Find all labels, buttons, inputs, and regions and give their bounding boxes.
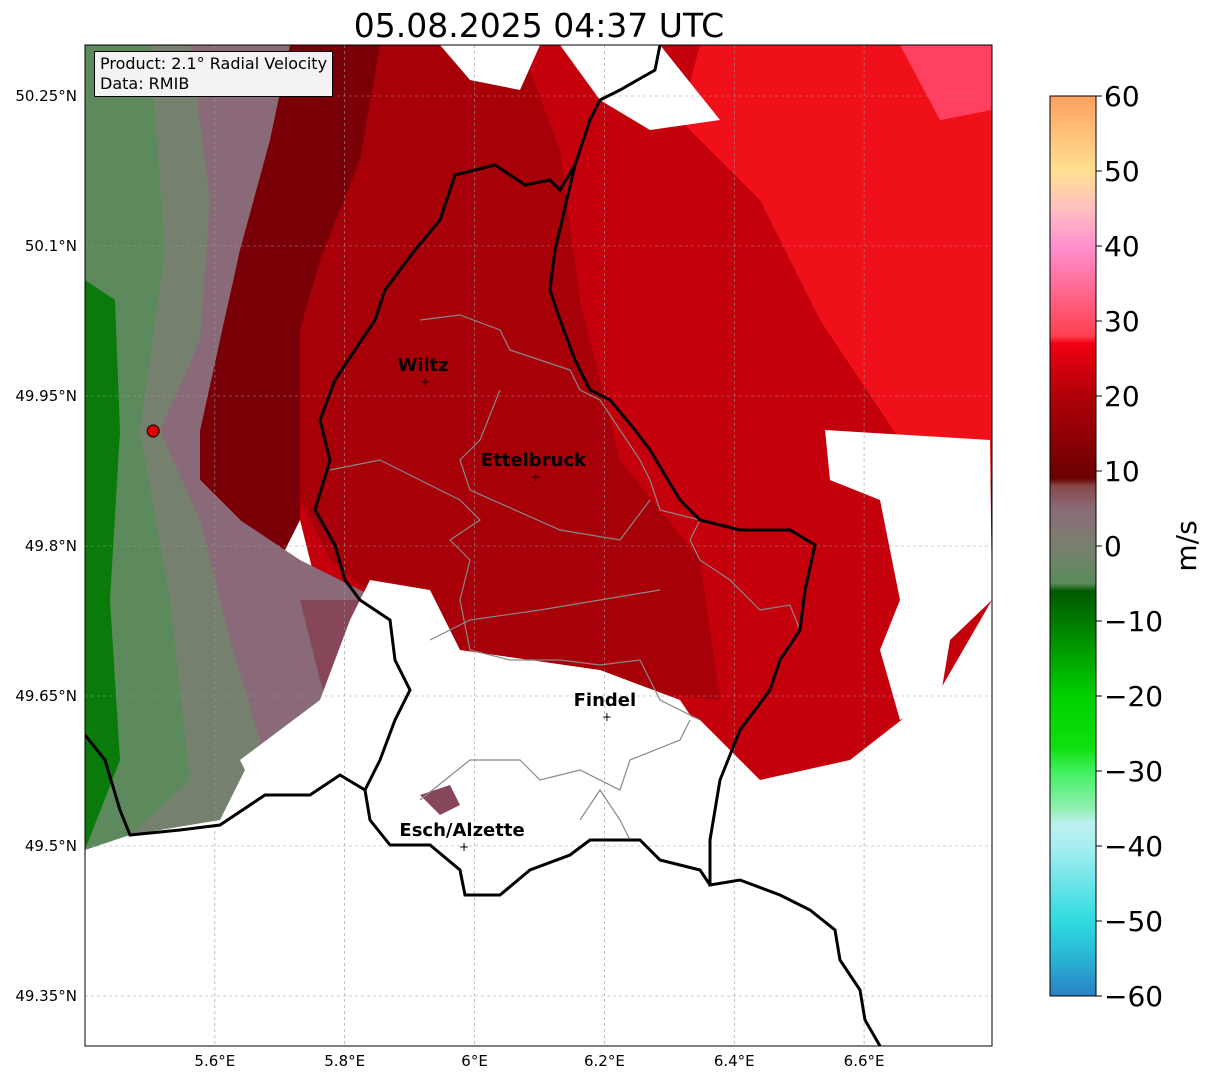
lon-tick-label: 6°E [461,1052,488,1070]
city-label: Esch/Alzette [399,820,524,841]
lat-tick-label: 49.8°N [25,537,77,555]
lon-tick-label: 5.6°E [194,1052,235,1070]
lat-tick-label: 49.95°N [15,387,77,405]
city-marker: + [602,710,612,724]
colorbar-tick-label: −30 [1104,755,1163,788]
cities: +Wiltz+Ettelbruck+Findel+Esch/Alzette [397,355,636,854]
colorbar-tick-label: 50 [1104,155,1140,188]
colorbar-tick-label: −40 [1104,830,1163,863]
lat-tick-label: 50.25°N [15,87,77,105]
axis-ticks: 5.6°E 5.8°E 6°E 6.2°E 6.4°E 6.6°E 50.25°N 50.1°… [15,87,884,1070]
city-marker: + [459,840,469,854]
radar-site-marker [146,424,160,438]
colorbar-tick-label: 40 [1104,230,1140,263]
colorbar-tick-label: 30 [1104,305,1140,338]
lon-tick-label: 5.8°E [324,1052,365,1070]
internal-boundaries [419,314,801,631]
lon-tick-label: 6.2°E [584,1052,625,1070]
colorbar-ticks: 60 50 40 30 20 10 0 −10 −20 −30 −40 −50 −60 [1096,80,1163,1013]
colorbar-tick-label: 20 [1104,380,1140,413]
city-label: Wiltz [397,355,448,376]
map-title: 05.08.2025 04:37 UTC [354,6,724,45]
lat-tick-label: 49.5°N [25,837,77,855]
data-source-text: Data: RMIB [100,74,190,93]
colorbar-tick-label: 10 [1104,455,1140,488]
lon-tick-label: 6.6°E [844,1052,885,1070]
lon-tick-label: 6.4°E [714,1052,755,1070]
city-label: Ettelbruck [481,450,587,471]
colorbar-tick-label: −10 [1104,605,1163,638]
gridlines [85,45,992,1046]
lat-tick-label: 49.65°N [15,687,77,705]
city-marker: + [530,470,540,484]
country-border [85,45,662,837]
product-text: Product: 2.1° Radial Velocity [100,54,328,73]
city-label: Findel [574,690,637,711]
city-marker: + [420,375,430,389]
lat-tick-label: 49.35°N [15,987,77,1005]
lat-tick-label: 50.1°N [25,237,77,255]
info-box: Product: 2.1° Radial Velocity Data: RMIB [94,51,334,97]
map-frame [84,44,993,1047]
radar-field [85,45,992,1046]
colorbar-tick-label: −20 [1104,680,1163,713]
colorbar-tick-label: −60 [1104,980,1163,1013]
borders [85,45,882,1046]
colorbar-label: m/s [1170,520,1203,571]
colorbar-tick-label: 60 [1104,80,1140,113]
colorbar-tick-label: −50 [1104,905,1163,938]
colorbar [1049,95,1097,997]
colorbar-tick-label: 0 [1104,530,1122,563]
